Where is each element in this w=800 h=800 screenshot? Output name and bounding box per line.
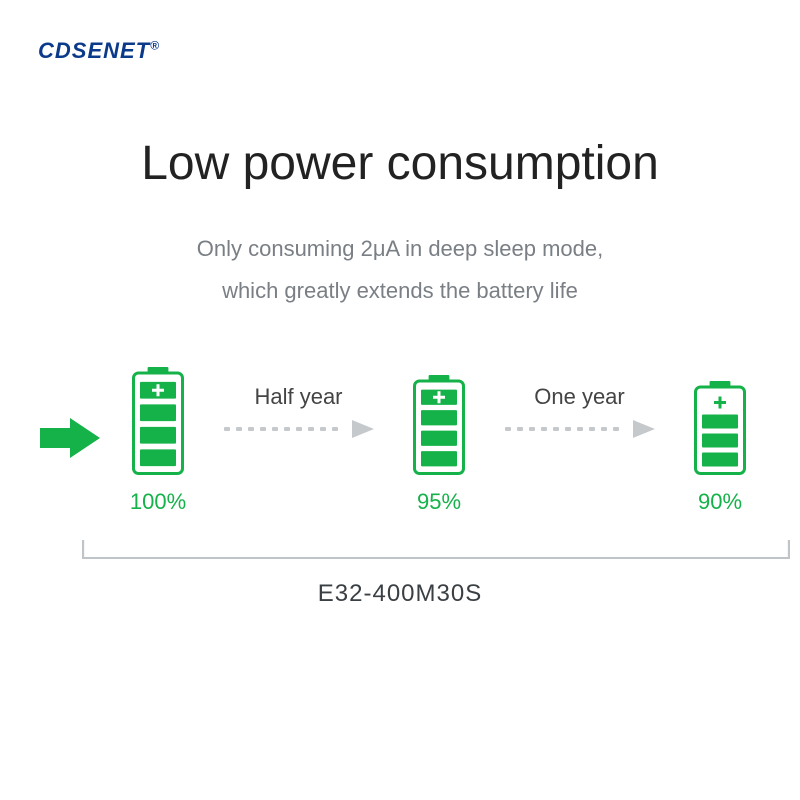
brand-reg: ® <box>150 39 160 53</box>
transition: Half year <box>198 384 399 438</box>
battery-stage: 95% <box>399 360 479 515</box>
battery-pct-label: 100% <box>130 489 186 515</box>
transition-label: Half year <box>254 384 342 410</box>
battery-icon <box>694 360 746 475</box>
battery-pct-label: 95% <box>417 489 461 515</box>
headline: Low power consumption <box>0 136 800 191</box>
battery-diagram: 100% Half year 95% One year 90% <box>40 360 760 560</box>
model-label: E32-400M30S <box>0 580 800 608</box>
dotted-arrow-icon <box>505 420 655 438</box>
battery-row: 100% Half year 95% One year 90% <box>118 360 760 515</box>
subtitle-line-2: which greatly extends the battery life <box>0 270 800 312</box>
bracket-line <box>82 540 790 570</box>
transition: One year <box>479 384 680 438</box>
subtitle: Only consuming 2μA in deep sleep mode, w… <box>0 228 800 312</box>
dotted-arrow-icon <box>224 420 374 438</box>
brand-name: CDSENET <box>38 38 150 63</box>
transition-label: One year <box>534 384 625 410</box>
battery-icon <box>132 360 184 475</box>
battery-pct-label: 90% <box>698 489 742 515</box>
battery-stage: 90% <box>680 360 760 515</box>
brand-logo: CDSENET® <box>38 38 160 64</box>
subtitle-line-1: Only consuming 2μA in deep sleep mode, <box>0 228 800 270</box>
lead-arrow-icon <box>40 418 100 458</box>
battery-icon <box>413 360 465 475</box>
battery-stage: 100% <box>118 360 198 515</box>
